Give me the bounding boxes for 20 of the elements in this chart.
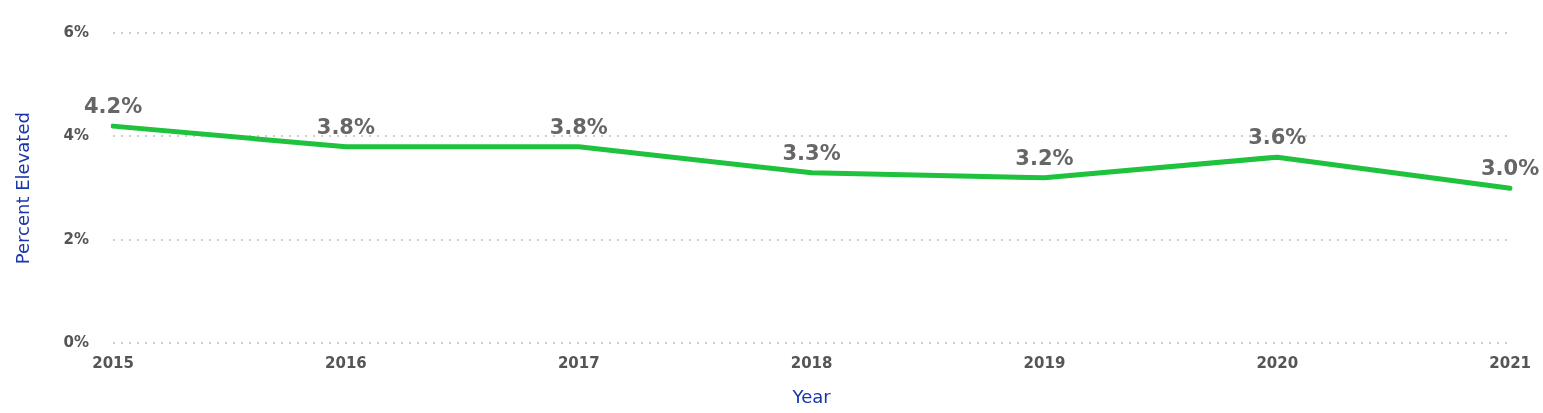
- y-tick-label: 4%: [63, 126, 90, 145]
- y-tick-label: 6%: [63, 22, 90, 41]
- data-label: 3.8%: [316, 114, 376, 139]
- data-label: 4.2%: [83, 94, 143, 119]
- data-label: 3.0%: [1481, 156, 1540, 181]
- x-tick-label: 2020: [1256, 354, 1299, 373]
- data-label: 3.2%: [1015, 145, 1074, 170]
- data-label: 3.8%: [549, 114, 608, 139]
- x-tick-label: 2021: [1489, 354, 1531, 373]
- y-axis-title: Percent Elevated: [12, 112, 34, 265]
- x-axis-title: Year: [791, 385, 832, 407]
- data-label: 3.3%: [782, 140, 841, 165]
- y-tick-label: 2%: [63, 229, 90, 248]
- data-label: 3.6%: [1248, 125, 1307, 150]
- x-tick-label: 2017: [557, 354, 600, 373]
- x-tick-label: 2019: [1023, 354, 1066, 373]
- x-tick-label: 2018: [790, 354, 833, 373]
- x-tick-label: 2015: [92, 354, 134, 373]
- y-tick-label: 0%: [63, 333, 90, 352]
- x-tick-label: 2016: [325, 354, 367, 373]
